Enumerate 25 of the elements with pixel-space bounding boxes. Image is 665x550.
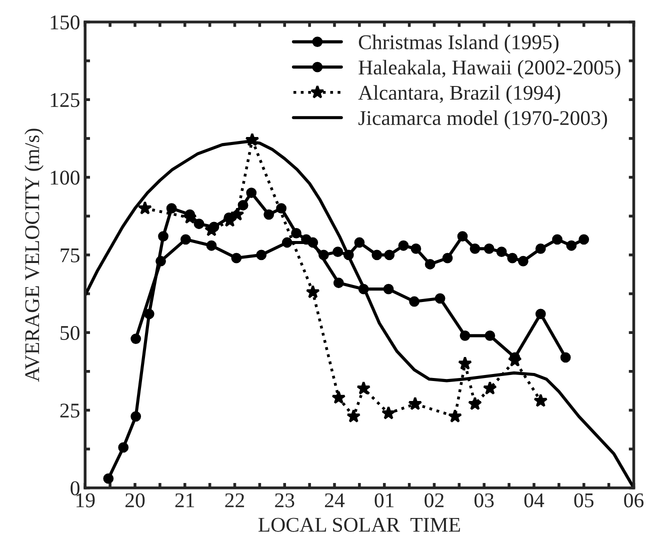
x-tick-label: 19 (76, 493, 95, 508)
y-axis-title: AVERAGE VELOCITY (m/s) (24, 128, 44, 382)
x-tick-label: 05 (574, 493, 594, 508)
x-tick-label: 24 (324, 493, 345, 508)
x-tick-label: 23 (275, 493, 294, 508)
x-tick-label: 06 (624, 493, 644, 508)
y-tick-label: 150 (50, 15, 80, 30)
x-axis-title: LOCAL SOLAR TIME (258, 518, 460, 532)
y-tick-label: 50 (60, 326, 80, 340)
legend-label: Alcantara, Brazil (1994) (358, 85, 560, 104)
y-tick-label: 75 (60, 248, 80, 262)
x-tick-label: 21 (175, 493, 194, 508)
legend-label: Jicamarca model (1970-2003) (358, 110, 608, 130)
y-tick-label: 125 (50, 93, 80, 108)
x-tick-label: 02 (424, 493, 444, 508)
x-tick-label: 03 (474, 493, 494, 508)
legend-label: Christmas Island (1995) (358, 34, 558, 54)
x-tick-label: 22 (225, 493, 244, 508)
x-tick-label: 04 (524, 493, 544, 508)
y-tick-label: 0 (70, 481, 80, 496)
x-tick-label: 01 (374, 493, 394, 508)
x-tick-label: 20 (125, 493, 145, 508)
legend-label: Haleakala, Hawaii (2002-2005) (358, 60, 620, 79)
y-tick-label: 100 (50, 170, 80, 185)
y-tick-label: 25 (60, 404, 80, 418)
